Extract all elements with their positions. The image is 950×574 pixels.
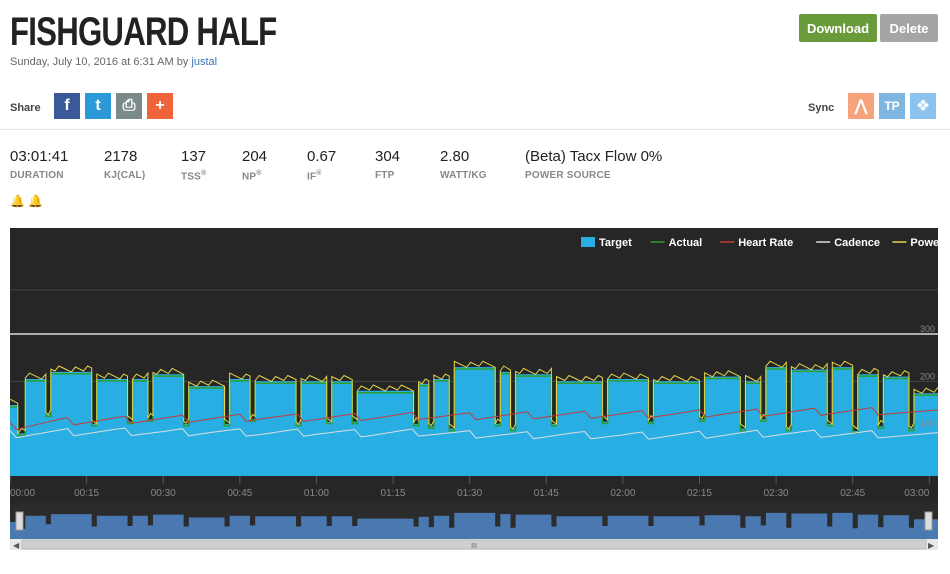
stat-value: 03:01:41 bbox=[10, 148, 69, 165]
print-icon[interactable]: ⎙ bbox=[116, 93, 142, 119]
workout-title: FISHGUARD HALF bbox=[10, 10, 277, 54]
trainingpeaks-icon[interactable]: TP bbox=[879, 93, 905, 119]
stat-value: 2.80 bbox=[440, 148, 470, 165]
x-tick-label: 00:45 bbox=[227, 488, 252, 499]
scrollbar-grip: III bbox=[471, 543, 477, 550]
stat-tss: 137 TSS® bbox=[181, 148, 206, 182]
delete-button[interactable]: Delete bbox=[880, 14, 938, 42]
stat-label: FTP bbox=[375, 170, 395, 181]
legend-item-target: Target bbox=[581, 237, 632, 249]
stat-value: 137 bbox=[181, 148, 207, 165]
legend-label: Cadence bbox=[834, 237, 880, 249]
navigator-series bbox=[10, 512, 938, 539]
stat-duration: 03:01:41 DURATION bbox=[10, 148, 68, 181]
legend-label: Target bbox=[599, 237, 632, 249]
legend-swatch bbox=[581, 237, 595, 247]
y-tick-label: 300 bbox=[920, 324, 935, 334]
stat-kj-cal-: 2178 KJ(CAL) bbox=[104, 148, 145, 181]
sync-label: Sync bbox=[808, 102, 835, 114]
x-tick-label: 02:45 bbox=[840, 488, 865, 499]
stat-label: KJ(CAL) bbox=[104, 170, 146, 181]
power-line bbox=[10, 360, 938, 436]
stat-label: IF® bbox=[307, 170, 322, 183]
legend-label: Heart Rate bbox=[738, 237, 793, 249]
x-tick-label: 01:00 bbox=[304, 488, 329, 499]
stat-value: 304 bbox=[375, 148, 401, 165]
scroll-right-arrow[interactable]: ▶ bbox=[928, 541, 935, 550]
stat-label: WATT/KG bbox=[440, 170, 487, 181]
stat-value: 2178 bbox=[104, 148, 138, 165]
divider bbox=[0, 129, 950, 130]
legend-item-power: Power bbox=[892, 237, 938, 249]
stat-label: TSS® bbox=[181, 170, 207, 183]
stat-if: 0.67 IF® bbox=[307, 148, 336, 182]
scroll-left-arrow[interactable]: ◀ bbox=[13, 541, 20, 550]
stat-value: (Beta) Tacx Flow 0% bbox=[525, 148, 663, 165]
scrollbar-thumb[interactable] bbox=[21, 539, 927, 550]
author-link[interactable]: justal bbox=[191, 56, 218, 68]
heart-rate-line bbox=[10, 407, 938, 430]
workout-subtitle: Sunday, July 10, 2016 at 6:31 AM by just… bbox=[10, 56, 217, 68]
strava-icon[interactable]: ⋀ bbox=[848, 93, 874, 119]
x-tick-label: 00:15 bbox=[74, 488, 99, 499]
stat-watt-kg: 2.80 WATT/KG bbox=[440, 148, 487, 181]
workout-chart[interactable]: 300 200 100 Target Actual Heart Rate Cadence Po… bbox=[10, 228, 938, 560]
legend-label: Power bbox=[910, 237, 938, 249]
stat-label: NP® bbox=[242, 170, 262, 183]
legend-label: Actual bbox=[669, 237, 703, 249]
legend-item-heart-rate: Heart Rate bbox=[720, 237, 793, 249]
facebook-icon[interactable]: f bbox=[54, 93, 80, 119]
stat-label: POWER SOURCE bbox=[525, 170, 611, 181]
navigator-handle-left[interactable] bbox=[15, 511, 24, 531]
twitter-icon[interactable]: t bbox=[85, 93, 111, 119]
x-tick-label: 00:00 bbox=[10, 488, 35, 499]
stat-np: 204 NP® bbox=[242, 148, 267, 182]
stat-value: 204 bbox=[242, 148, 268, 165]
dropbox-icon[interactable]: ❖ bbox=[910, 93, 936, 119]
medal-icons: 🔔 🔔 bbox=[10, 194, 44, 208]
y-tick-label: 200 bbox=[920, 371, 935, 381]
x-tick-label: 00:30 bbox=[151, 488, 176, 499]
stat-power-source: (Beta) Tacx Flow 0% POWER SOURCE bbox=[525, 148, 662, 181]
legend-item-cadence: Cadence bbox=[816, 237, 880, 249]
x-tick-label: 02:15 bbox=[687, 488, 712, 499]
y-tick-label: 100 bbox=[920, 419, 935, 429]
x-tick-label: 02:30 bbox=[764, 488, 789, 499]
download-button[interactable]: Download bbox=[799, 14, 877, 42]
plus-icon[interactable]: + bbox=[147, 93, 173, 119]
stat-label: DURATION bbox=[10, 170, 64, 181]
cadence-line bbox=[10, 427, 938, 440]
target-area bbox=[10, 367, 938, 476]
x-tick-label: 02:00 bbox=[610, 488, 635, 499]
navigator-handle-right[interactable] bbox=[924, 511, 933, 531]
workout-date: Sunday, July 10, 2016 at 6:31 AM by bbox=[10, 56, 192, 68]
x-tick-label: 01:45 bbox=[534, 488, 559, 499]
legend-item-actual: Actual bbox=[650, 237, 703, 249]
stat-value: 0.67 bbox=[307, 148, 337, 165]
stat-ftp: 304 FTP bbox=[375, 148, 400, 181]
x-tick-label: 03:00 bbox=[904, 488, 929, 499]
x-tick-label: 01:30 bbox=[457, 488, 482, 499]
x-tick-label: 01:15 bbox=[381, 488, 406, 499]
share-label: Share bbox=[10, 102, 41, 114]
